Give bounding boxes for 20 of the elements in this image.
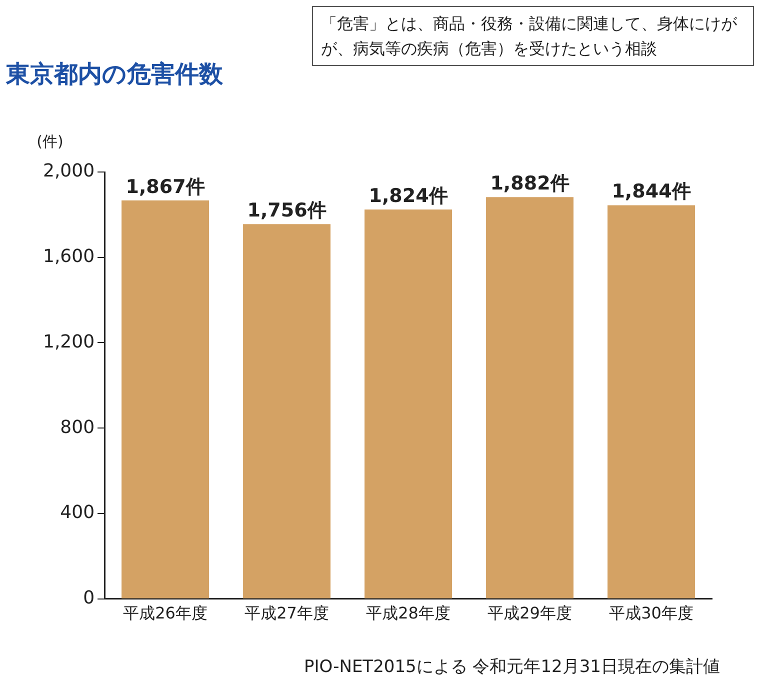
y-tick-label: 800 [60, 416, 95, 438]
data-label: 1,882件 [490, 172, 570, 195]
y-tick-label: 1,600 [43, 246, 95, 268]
data-label: 1,824件 [368, 184, 448, 207]
y-tick-label: 400 [60, 502, 95, 524]
x-tick-label: 平成30年度 [609, 604, 694, 623]
y-tick-label: 0 [83, 587, 95, 608]
x-tick-label: 平成27年度 [244, 604, 329, 623]
x-tick-label: 平成26年度 [123, 604, 208, 623]
text: 「危害」とは、商品・役務・設備に関連して、身体にけがが、病気等の疾病（危害）を受けたという相談 [312, 6, 754, 66]
y-axis-title: (件) [36, 132, 64, 150]
text: PIO-NET2015による 令和元年12月31日現在の集計値 [304, 656, 720, 678]
data-label: 1,756件 [247, 200, 326, 222]
x-tick-label: 平成29年度 [488, 604, 572, 623]
data-label: 1,867件 [126, 176, 205, 198]
y-tick-label: 1,200 [43, 331, 95, 352]
x-tick-label: 平成28年度 [366, 604, 450, 623]
chart-title: 東京都内の危害件数 [6, 59, 223, 90]
data-label: 1,844件 [612, 180, 691, 203]
y-tick-label: 2,000 [43, 160, 95, 182]
